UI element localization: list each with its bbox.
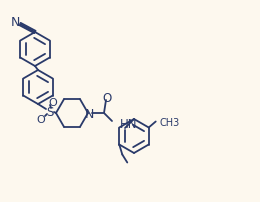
Text: O: O: [49, 98, 57, 107]
Text: N: N: [10, 15, 20, 28]
Text: S: S: [46, 105, 54, 118]
Text: O: O: [37, 115, 46, 124]
Text: N: N: [84, 107, 94, 120]
Text: CH3: CH3: [160, 117, 180, 127]
Text: HN: HN: [120, 118, 138, 131]
Text: O: O: [102, 91, 112, 104]
